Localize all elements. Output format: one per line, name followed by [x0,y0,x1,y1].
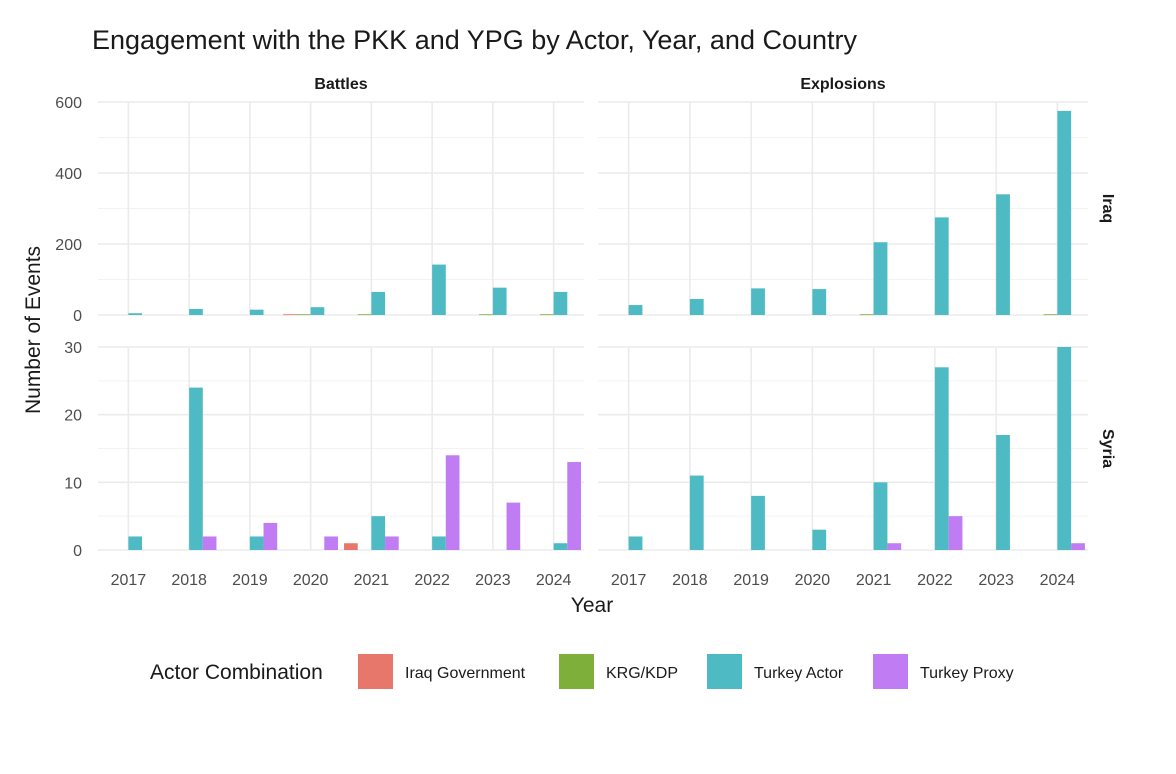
x-tick-label: 2019 [232,572,268,589]
bar-explosions-iraq-turkey-actor-2023 [996,194,1010,315]
bar-battles-iraq-turkey-actor-2021 [371,291,386,315]
bar-explosions-syria-turkey-actor-2018 [689,475,704,550]
bar-battles-syria-turkey-actor-2021 [371,516,386,550]
panel-explosions-syria: 2017 2018 2019 2020 2021 2022 2023 2024 Syria [598,346,1116,589]
x-tick-label: 2017 [611,572,647,589]
legend-swatch [707,654,742,689]
bar-battles-syria-turkey-proxy-2019 [263,522,278,550]
legend-label: Turkey Actor [754,665,844,682]
x-tick-label: 2023 [978,572,1014,589]
bar-explosions-syria-turkey-proxy-2022 [948,516,963,550]
y-tick-label: 200 [55,237,82,254]
legend-label: Iraq Government [405,665,526,682]
bar-explosions-iraq-turkey-actor-2018 [689,299,704,315]
legend-item-iraq-government: Iraq Government [358,654,526,689]
y-tick-label: 600 [55,95,82,112]
bar-battles-syria-turkey-proxy-2020 [324,536,338,550]
bar-battles-iraq-krg-kdp-2020 [296,314,311,316]
x-axis-title: Year [571,594,613,617]
legend-label: Turkey Proxy [920,665,1014,682]
y-tick-label: 0 [73,543,82,560]
bar-battles-iraq-turkey-actor-2019 [249,309,264,315]
bar-explosions-iraq-krg-kdp-2024 [1043,314,1058,316]
bar-battles-syria-turkey-proxy-2024 [567,462,581,550]
y-tick-label: 20 [64,408,82,425]
bar-battles-syria-turkey-actor-2024 [553,543,568,550]
bar-battles-syria-iraq-government-2021 [344,543,358,550]
legend-title: Actor Combination [150,661,323,684]
bar-explosions-iraq-turkey-actor-2022 [934,217,949,315]
x-tick-label: 2024 [1040,572,1076,589]
bar-explosions-syria-turkey-actor-2022 [934,367,949,550]
bar-explosions-syria-turkey-actor-2021 [873,482,888,550]
legend: Iraq Government KRG/KDP Turkey Actor Turkey… [358,654,1014,689]
bar-explosions-syria-turkey-actor-2019 [751,495,765,550]
panel-battles-iraq: 0 200 400 600 Battles [55,76,584,325]
bar-explosions-syria-turkey-actor-2023 [996,434,1010,550]
bar-battles-iraq-turkey-actor-2023 [492,287,507,315]
legend-swatch [358,654,393,689]
bar-battles-syria-turkey-proxy-2022 [445,455,460,550]
legend-swatch [559,654,594,689]
bar-explosions-iraq-turkey-actor-2020 [812,289,827,315]
y-tick-label: 400 [55,166,82,183]
bar-battles-syria-turkey-actor-2022 [432,536,446,550]
chart-title: Engagement with the PKK and YPG by Actor… [92,25,858,55]
bar-battles-iraq-turkey-actor-2024 [553,291,568,315]
bar-explosions-iraq-turkey-actor-2024 [1057,110,1072,315]
legend-label: KRG/KDP [606,665,678,682]
x-tick-label: 2017 [111,572,147,589]
bar-battles-iraq-turkey-actor-2020 [310,307,325,315]
bar-battles-iraq-turkey-actor-2018 [189,308,203,315]
bar-battles-iraq-krg-kdp-2021 [357,314,372,316]
bar-battles-iraq-turkey-actor-2017 [128,313,143,315]
bar-explosions-syria-turkey-actor-2024 [1057,347,1072,550]
bar-battles-iraq-krg-kdp-2024 [539,314,554,316]
y-tick-label: 0 [73,308,82,325]
x-tick-label: 2021 [856,572,892,589]
bar-explosions-syria-turkey-actor-2017 [628,536,643,550]
x-tick-label: 2020 [795,572,831,589]
x-tick-label: 2018 [171,572,207,589]
bar-battles-iraq-krg-kdp-2023 [479,314,493,316]
bar-explosions-iraq-krg-kdp-2021 [859,314,874,316]
strip-label-iraq: Iraq [1099,194,1116,223]
x-tick-label: 2018 [672,572,708,589]
strip-label-explosions: Explosions [800,76,885,93]
strip-label-syria: Syria [1099,429,1116,468]
bar-battles-syria-turkey-actor-2017 [128,536,143,550]
legend-swatch [873,654,908,689]
bar-battles-syria-turkey-proxy-2018 [202,536,217,550]
bar-explosions-syria-turkey-actor-2020 [812,529,827,550]
bar-battles-syria-turkey-proxy-2021 [385,536,399,550]
x-tick-label: 2023 [475,572,511,589]
x-tick-label: 2021 [354,572,390,589]
bar-battles-iraq-turkey-actor-2022 [432,264,446,315]
y-axis-title: Number of Events [22,246,45,414]
bar-explosions-iraq-turkey-actor-2021 [873,242,888,315]
panels-layer: 0 200 400 600 Battles Explosions Iraq 0 10 20 30 20… [55,76,1116,589]
x-tick-label: 2022 [414,572,450,589]
y-tick-label: 10 [64,475,82,492]
x-tick-label: 2022 [917,572,953,589]
bar-battles-iraq-iraq-government-2020 [283,314,297,316]
legend-item-krg-kdp: KRG/KDP [559,654,678,689]
bar-battles-syria-turkey-actor-2019 [249,536,264,550]
panel-explosions-iraq: Explosions Iraq [598,76,1116,316]
x-tick-label: 2024 [536,572,572,589]
bar-explosions-iraq-turkey-actor-2017 [628,305,643,315]
bar-battles-syria-turkey-actor-2018 [189,387,203,550]
bar-explosions-syria-turkey-proxy-2021 [887,543,902,550]
bar-explosions-iraq-turkey-actor-2019 [751,288,765,315]
panel-battles-syria: 0 10 20 30 2017 2018 2019 2020 2021 2022 2023 2024 [64,340,584,589]
legend-item-turkey-proxy: Turkey Proxy [873,654,1014,689]
strip-label-battles: Battles [314,76,367,93]
bar-battles-syria-turkey-proxy-2023 [506,502,521,550]
legend-item-turkey-actor: Turkey Actor [707,654,844,689]
x-tick-label: 2020 [293,572,329,589]
bar-explosions-syria-turkey-proxy-2024 [1071,543,1085,550]
y-tick-label: 30 [64,340,82,357]
x-tick-label: 2019 [733,572,769,589]
